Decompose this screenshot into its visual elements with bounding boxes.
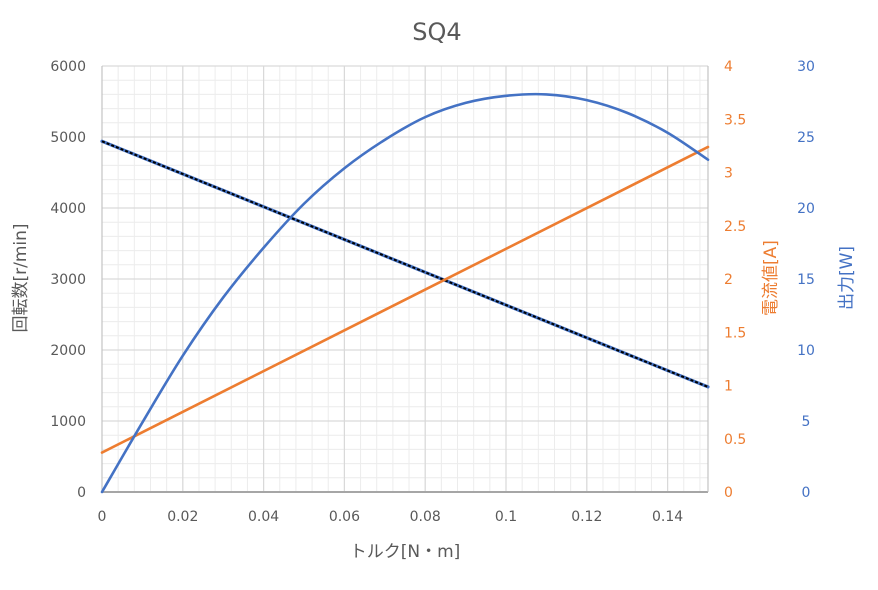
x-tick-label: 0.1: [495, 509, 517, 525]
y-power-tick-label: 10: [797, 343, 815, 359]
series-lines: [100, 92, 710, 494]
speed-line: [101, 140, 709, 388]
y-left-tick-label: 2000: [50, 343, 86, 359]
axes: [101, 66, 709, 493]
y-axis-label-current: 電流値[A]: [761, 240, 781, 316]
y-axis-label-left: 回転数[r/min]: [11, 223, 31, 332]
major-gridlines: [101, 65, 709, 493]
x-tick-label: 0.06: [329, 509, 360, 525]
y-power-tick-label: 25: [797, 130, 815, 146]
y-current-tick-label: 1: [724, 379, 733, 395]
x-tick-label: 0: [98, 509, 107, 525]
y-axis-label-power: 出力[W]: [837, 246, 857, 310]
x-tick-label: 0.14: [652, 509, 683, 525]
y-left-tick-label: 5000: [50, 130, 86, 146]
y-power-tick-label: 5: [802, 414, 811, 430]
y-current-tick-label: 2.5: [724, 219, 746, 235]
y-current-tick-label: 0: [724, 485, 733, 501]
y-left-tick-label: 4000: [50, 201, 86, 217]
y-current-tick-label: 2: [724, 272, 733, 288]
y-left-tick-label: 6000: [50, 59, 86, 75]
y-power-tick-label: 20: [797, 201, 815, 217]
x-tick-label: 0.04: [248, 509, 279, 525]
chart-title: SQ4: [412, 18, 461, 46]
y-power-tick-label: 30: [797, 59, 815, 75]
y-left-tick-label: 0: [77, 485, 86, 501]
y-current-tick-label: 4: [724, 59, 733, 75]
x-tick-label: 0.02: [167, 509, 198, 525]
y-current-tick-label: 3.5: [724, 112, 746, 128]
y-current-tick-label: 3: [724, 166, 733, 182]
current-line: [100, 145, 710, 454]
x-tick-label: 0.12: [571, 509, 602, 525]
y-power-tick-label: 0: [802, 485, 811, 501]
y-current-tick-label: 0.5: [724, 432, 746, 448]
y-left-tick-label: 3000: [50, 272, 86, 288]
tick-labels: 0 0.02 0.04 0.06 0.08 0.1 0.12 0.14010002000300…: [50, 59, 815, 525]
y-power-tick-label: 15: [797, 272, 815, 288]
x-axis-label: トルク[N・m]: [350, 542, 461, 562]
y-current-tick-label: 1.5: [724, 325, 746, 341]
power-line: [100, 92, 710, 494]
x-tick-label: 0.08: [410, 509, 441, 525]
y-left-tick-label: 1000: [50, 414, 86, 430]
